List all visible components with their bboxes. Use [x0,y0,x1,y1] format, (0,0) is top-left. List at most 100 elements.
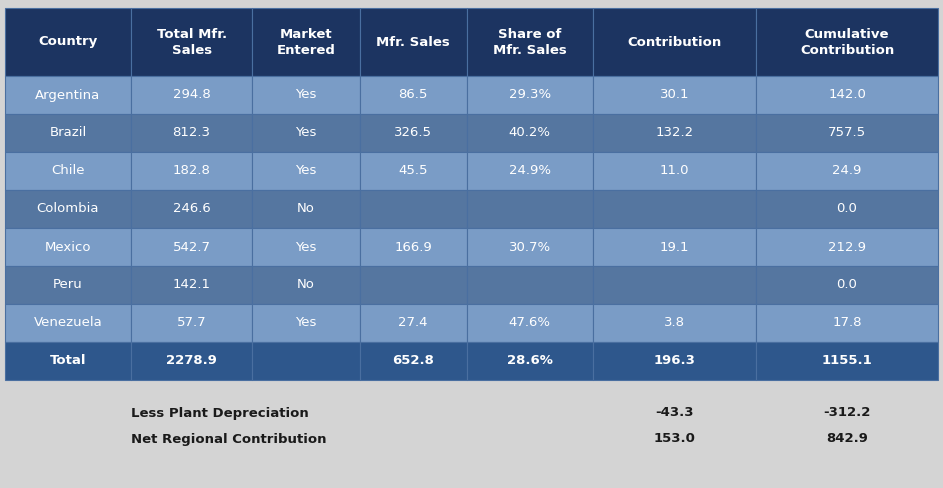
Text: Contribution: Contribution [627,36,721,48]
Bar [593,304,756,342]
Bar [593,8,756,76]
Text: 11.0: 11.0 [660,164,689,178]
Bar [756,304,938,342]
Bar [252,266,359,304]
Bar [131,266,252,304]
Text: 24.9: 24.9 [833,164,862,178]
Text: Market
Entered: Market Entered [276,27,336,57]
Bar [467,114,593,152]
Text: Colombia: Colombia [37,203,99,216]
Bar [359,152,467,190]
Text: 57.7: 57.7 [176,317,207,329]
Bar [5,8,131,76]
Text: Brazil: Brazil [49,126,87,140]
Text: 86.5: 86.5 [399,88,428,102]
Text: Total: Total [50,354,86,367]
Text: 24.9%: 24.9% [509,164,551,178]
Text: 153.0: 153.0 [653,432,695,446]
Text: 45.5: 45.5 [399,164,428,178]
Bar [252,114,359,152]
Bar [5,304,131,342]
Bar [131,304,252,342]
Text: Yes: Yes [295,126,317,140]
Text: Cumulative
Contribution: Cumulative Contribution [800,27,894,57]
Text: Chile: Chile [51,164,85,178]
Text: Total Mfr.
Sales: Total Mfr. Sales [157,27,226,57]
Text: 196.3: 196.3 [653,354,695,367]
Bar [593,228,756,266]
Text: 166.9: 166.9 [394,241,432,253]
Text: 142.0: 142.0 [828,88,866,102]
Text: Share of
Mfr. Sales: Share of Mfr. Sales [493,27,567,57]
Bar [359,76,467,114]
Text: 30.1: 30.1 [660,88,689,102]
Text: 294.8: 294.8 [173,88,210,102]
Bar [359,8,467,76]
Text: 28.6%: 28.6% [507,354,553,367]
Bar [467,342,593,380]
Text: 142.1: 142.1 [173,279,210,291]
Text: Venezuela: Venezuela [34,317,103,329]
Text: 542.7: 542.7 [173,241,210,253]
Text: Less Plant Depreciation: Less Plant Depreciation [131,407,308,420]
Text: 212.9: 212.9 [828,241,866,253]
Bar [252,228,359,266]
Bar [467,152,593,190]
Text: 0.0: 0.0 [836,279,857,291]
Text: Yes: Yes [295,88,317,102]
Text: 40.2%: 40.2% [509,126,551,140]
Text: 29.3%: 29.3% [509,88,551,102]
Text: -43.3: -43.3 [655,407,694,420]
Text: 652.8: 652.8 [392,354,434,367]
Bar [593,266,756,304]
Text: 30.7%: 30.7% [509,241,551,253]
Text: 326.5: 326.5 [394,126,432,140]
Bar [131,228,252,266]
Text: 2278.9: 2278.9 [166,354,217,367]
Bar [131,152,252,190]
Bar [131,114,252,152]
Bar [467,228,593,266]
Text: Mexico: Mexico [44,241,91,253]
Text: -312.2: -312.2 [823,407,870,420]
Bar [359,266,467,304]
Text: 246.6: 246.6 [173,203,210,216]
Bar [593,114,756,152]
Bar [359,228,467,266]
Text: 842.9: 842.9 [826,432,868,446]
Text: Argentina: Argentina [35,88,101,102]
Bar [359,342,467,380]
Text: 182.8: 182.8 [173,164,210,178]
Bar [756,76,938,114]
Text: No: No [297,279,315,291]
Text: 132.2: 132.2 [655,126,693,140]
Bar [467,190,593,228]
Text: Yes: Yes [295,241,317,253]
Bar [756,114,938,152]
Bar [593,190,756,228]
Text: 757.5: 757.5 [828,126,866,140]
Bar [5,114,131,152]
Bar [359,190,467,228]
Bar [756,266,938,304]
Text: 27.4: 27.4 [399,317,428,329]
Text: 47.6%: 47.6% [509,317,551,329]
Bar [252,8,359,76]
Bar [131,342,252,380]
Bar [467,304,593,342]
Bar [5,342,131,380]
Bar [467,266,593,304]
Bar [359,114,467,152]
Bar [5,190,131,228]
Bar [5,228,131,266]
Text: 0.0: 0.0 [836,203,857,216]
Bar [252,76,359,114]
Text: Peru: Peru [53,279,83,291]
Bar [5,152,131,190]
Bar [593,152,756,190]
Text: Mfr. Sales: Mfr. Sales [376,36,450,48]
Bar [131,190,252,228]
Bar [252,342,359,380]
Bar [252,152,359,190]
Text: Yes: Yes [295,317,317,329]
